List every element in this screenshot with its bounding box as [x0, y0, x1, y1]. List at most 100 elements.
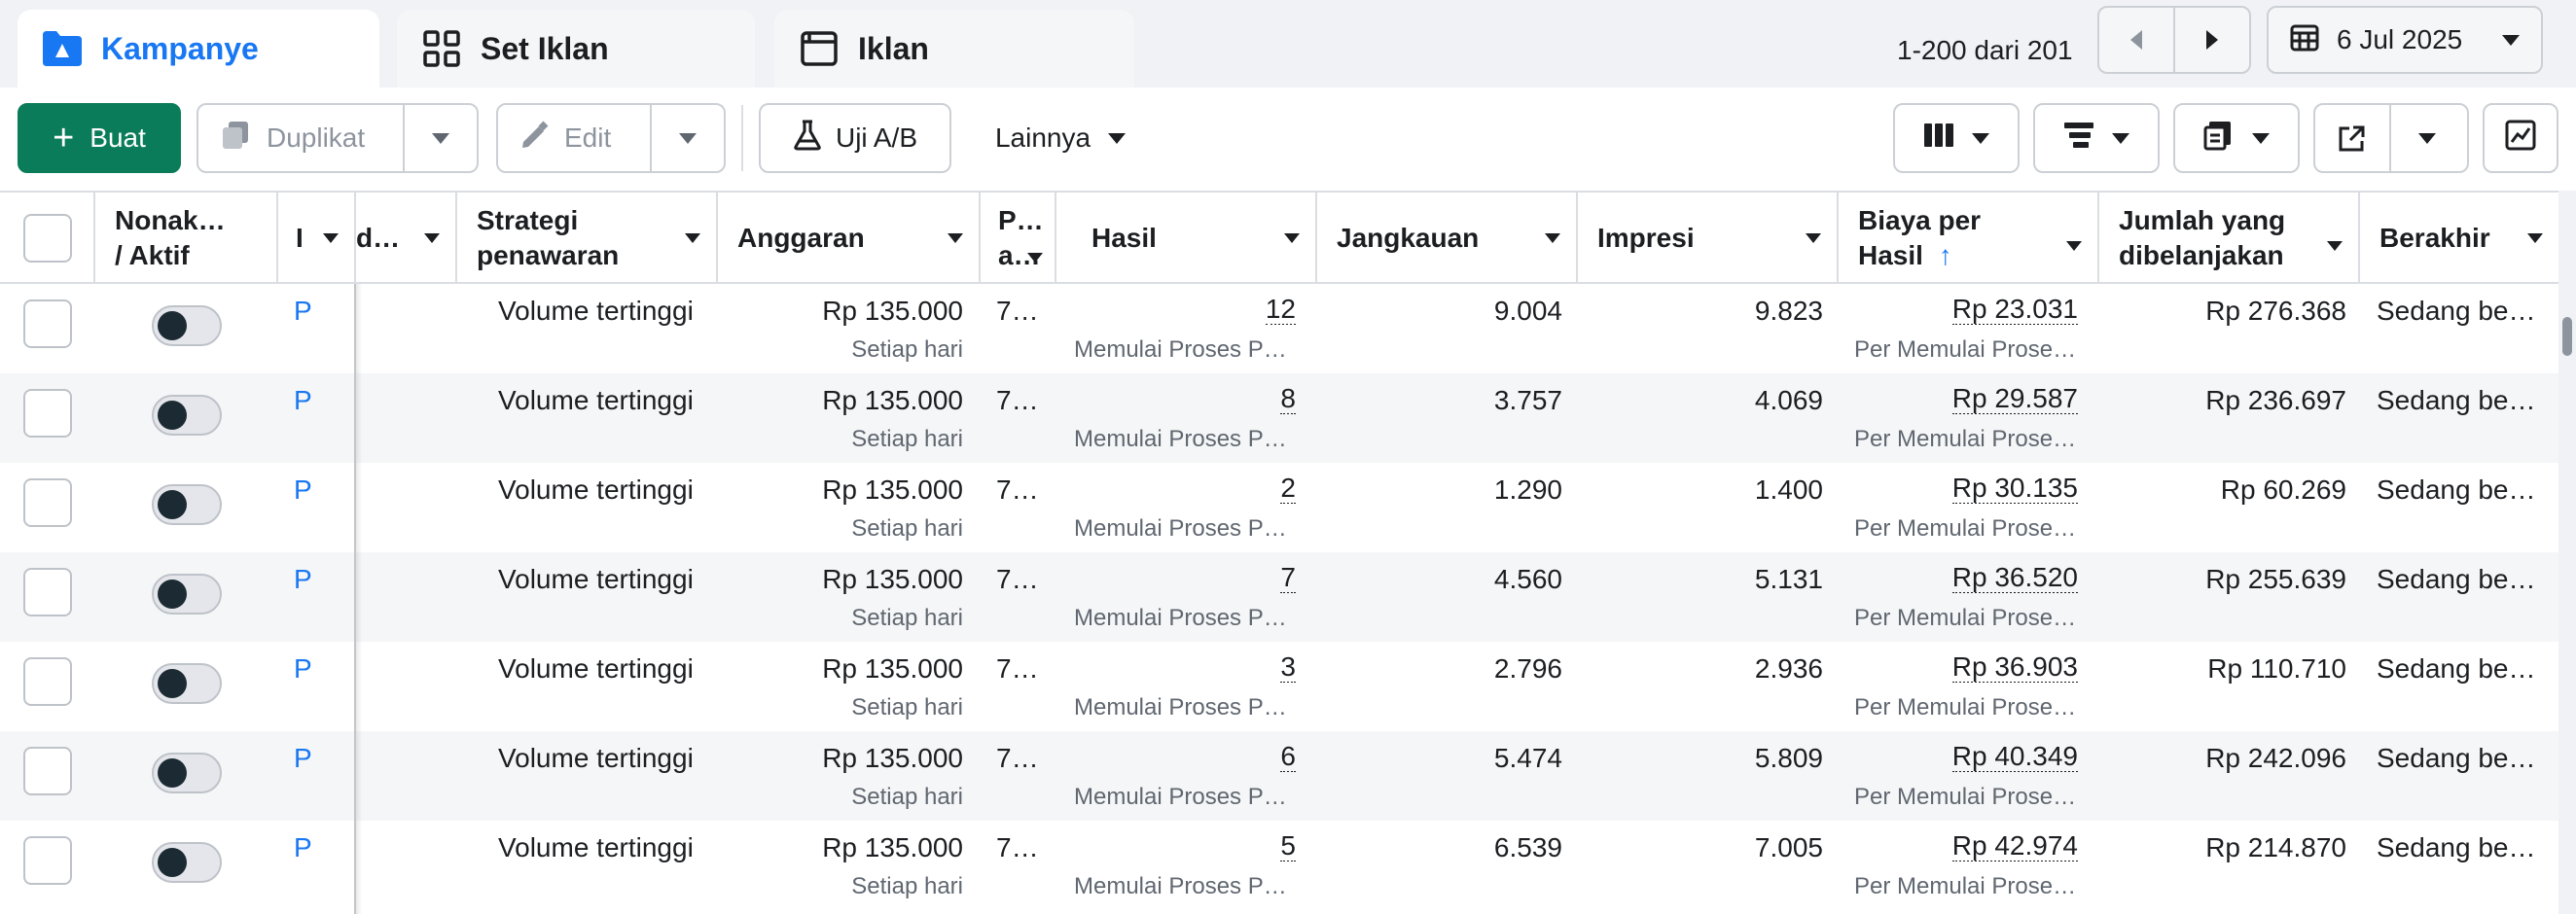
chevron-down-icon: [1806, 233, 1821, 243]
results-number[interactable]: 8: [1280, 383, 1296, 414]
table-row[interactable]: P Volume tertinggi Rp 135.000 Setiap hari 7……: [0, 463, 2558, 552]
cost-per-result-number[interactable]: Rp 40.349: [1951, 741, 2078, 772]
active-toggle[interactable]: [152, 484, 222, 525]
attribution-value: 7…: [996, 296, 1039, 326]
table-row[interactable]: P Volume tertinggi Rp 135.000 Setiap hari 7……: [0, 731, 2558, 821]
row-checkbox[interactable]: [23, 568, 72, 616]
active-toggle[interactable]: [152, 574, 222, 615]
active-toggle[interactable]: [152, 395, 222, 436]
cost-per-result-value[interactable]: Rp 29.587: [1848, 383, 2078, 414]
row-checkbox[interactable]: [23, 389, 72, 438]
results-value[interactable]: 12: [1070, 294, 1296, 325]
active-toggle[interactable]: [152, 753, 222, 793]
tab-campaigns[interactable]: Kampanye: [18, 10, 379, 88]
bid-strategy-value: Volume tertinggi: [498, 475, 694, 505]
chevron-down-icon[interactable]: [2418, 132, 2436, 144]
column-header-attribution[interactable]: P… a…: [981, 193, 1056, 284]
active-toggle[interactable]: [152, 305, 222, 346]
column-header-impressions[interactable]: Impresi: [1578, 193, 1839, 284]
create-button[interactable]: + Buat: [18, 103, 181, 173]
cost-per-result-number[interactable]: Rp 42.974: [1951, 830, 2078, 861]
cost-per-result-number[interactable]: Rp 36.520: [1951, 562, 2078, 593]
export-button[interactable]: [2313, 103, 2469, 173]
results-number[interactable]: 3: [1280, 651, 1296, 683]
select-all-checkbox[interactable]: [23, 214, 72, 263]
trend-chart-button[interactable]: [2483, 103, 2558, 173]
divider: [650, 105, 652, 171]
toggle-knob: [158, 490, 187, 519]
budget-value: Rp 135.000: [822, 385, 963, 415]
ends-value: Sedang be…: [2377, 475, 2536, 505]
column-header-budget[interactable]: Anggaran: [718, 193, 981, 284]
results-number[interactable]: 5: [1280, 830, 1296, 861]
row-checkbox[interactable]: [23, 478, 72, 527]
results-value[interactable]: 2: [1070, 473, 1296, 504]
column-header-delivery[interactable]: d…: [356, 193, 457, 284]
cost-per-result-value[interactable]: Rp 36.903: [1848, 651, 2078, 683]
row-checkbox[interactable]: [23, 299, 72, 348]
row-checkbox[interactable]: [23, 657, 72, 706]
cost-per-result-number[interactable]: Rp 29.587: [1951, 383, 2078, 414]
cost-per-result-value[interactable]: Rp 40.349: [1848, 741, 2078, 772]
cost-per-result-value[interactable]: Rp 36.520: [1848, 562, 2078, 593]
ab-test-button[interactable]: Uji A/B: [759, 103, 951, 173]
table-row[interactable]: P Volume tertinggi Rp 135.000 Setiap hari 7……: [0, 642, 2558, 731]
column-header-ends[interactable]: Berakhir: [2360, 193, 2558, 284]
cost-per-result-value[interactable]: Rp 23.031: [1848, 294, 2078, 325]
results-number[interactable]: 12: [1265, 294, 1296, 325]
prev-page-button[interactable]: [2097, 6, 2175, 74]
date-range-button[interactable]: 6 Jul 2025: [2267, 6, 2543, 74]
results-type: Memulai Proses P…: [1074, 515, 1287, 542]
column-header-results[interactable]: Hasil: [1056, 193, 1317, 284]
campaign-name-link[interactable]: P: [294, 385, 312, 415]
results-value[interactable]: 8: [1070, 383, 1296, 414]
column-header-name[interactable]: I: [278, 193, 356, 284]
more-button[interactable]: Lainnya: [975, 103, 1146, 173]
results-number[interactable]: 6: [1280, 741, 1296, 772]
table-row[interactable]: P Volume tertinggi Rp 135.000 Setiap hari 7……: [0, 821, 2558, 910]
chevron-down-icon[interactable]: [432, 132, 449, 144]
column-header-amount-spent[interactable]: Jumlah yang dibelanjakan: [2099, 193, 2360, 284]
table-row[interactable]: P Volume tertinggi Rp 135.000 Setiap hari 7……: [0, 373, 2558, 463]
campaign-name-link[interactable]: P: [294, 653, 312, 684]
column-header-bid-strategy[interactable]: Strategi penawaran: [457, 193, 718, 284]
campaign-name-link[interactable]: P: [294, 832, 312, 862]
column-header-toggle[interactable]: Nonak… / Aktif: [95, 193, 278, 284]
campaign-name-link[interactable]: P: [294, 475, 312, 505]
edit-button[interactable]: Edit: [496, 103, 726, 173]
reports-button[interactable]: [2173, 103, 2300, 173]
column-header-reach[interactable]: Jangkauan: [1317, 193, 1578, 284]
table-row[interactable]: P Volume tertinggi Rp 135.000 Setiap hari 7……: [0, 552, 2558, 642]
columns-button[interactable]: [1893, 103, 2020, 173]
table-row[interactable]: P Volume tertinggi Rp 135.000 Setiap hari 7……: [0, 284, 2558, 373]
cost-per-result-value[interactable]: Rp 30.135: [1848, 473, 2078, 504]
campaign-name-link[interactable]: P: [294, 564, 312, 594]
results-value[interactable]: 7: [1070, 562, 1296, 593]
cost-per-result-number[interactable]: Rp 30.135: [1951, 473, 2078, 504]
cost-per-result-number[interactable]: Rp 36.903: [1951, 651, 2078, 683]
active-toggle[interactable]: [152, 663, 222, 704]
tab-ads[interactable]: Iklan: [774, 10, 1134, 88]
results-number[interactable]: 7: [1280, 562, 1296, 593]
active-toggle[interactable]: [152, 842, 222, 883]
sort-ascending-icon[interactable]: ↑: [1938, 240, 1952, 270]
chevron-down-icon[interactable]: [679, 132, 697, 144]
column-header-cost-per-result[interactable]: Biaya per Hasil ↑: [1839, 193, 2099, 284]
cost-per-result-value[interactable]: Rp 42.974: [1848, 830, 2078, 861]
campaign-name-link[interactable]: P: [294, 743, 312, 773]
breakdown-button[interactable]: [2033, 103, 2160, 173]
cost-per-result-type: Per Memulai Prose…: [1854, 426, 2077, 452]
results-value[interactable]: 6: [1070, 741, 1296, 772]
vertical-scrollbar[interactable]: [2558, 191, 2576, 914]
row-checkbox[interactable]: [23, 836, 72, 885]
results-number[interactable]: 2: [1280, 473, 1296, 504]
duplicate-button[interactable]: Duplikat: [197, 103, 479, 173]
campaign-name-link[interactable]: P: [294, 296, 312, 326]
row-checkbox[interactable]: [23, 747, 72, 795]
scrollbar-thumb[interactable]: [2562, 317, 2572, 356]
tab-adsets[interactable]: Set Iklan: [397, 10, 755, 88]
next-page-button[interactable]: [2173, 6, 2251, 74]
results-value[interactable]: 3: [1070, 651, 1296, 683]
results-value[interactable]: 5: [1070, 830, 1296, 861]
cost-per-result-number[interactable]: Rp 23.031: [1951, 294, 2078, 325]
